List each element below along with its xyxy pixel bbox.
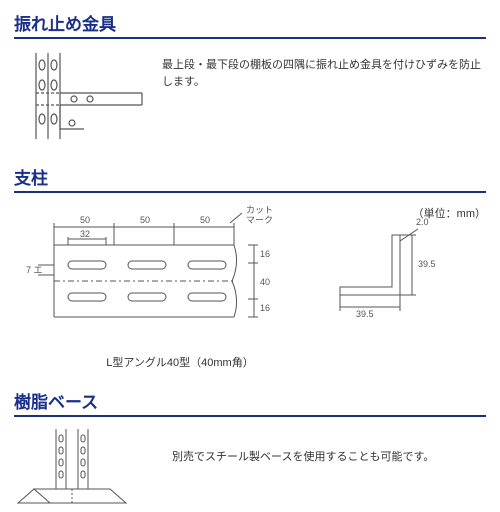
svg-text:カット: カット — [246, 205, 273, 215]
post-diagram-wrap: （単位：mm） — [14, 205, 486, 370]
section-post: 支柱 （単位：mm） — [14, 164, 486, 370]
svg-text:7 エ: 7 エ — [26, 265, 43, 275]
base-desc: 別売でスチール製ベースを使用することも可能です。 — [172, 429, 434, 466]
heading-base: 樹脂ベース — [14, 388, 486, 417]
heading-post: 支柱 — [14, 164, 486, 193]
svg-text:16: 16 — [260, 249, 270, 259]
svg-text:40: 40 — [260, 277, 270, 287]
svg-text:50: 50 — [140, 215, 150, 225]
section-resin-base: 樹脂ベース — [14, 388, 486, 512]
svg-text:39.5: 39.5 — [356, 309, 374, 319]
svg-text:32: 32 — [80, 229, 90, 239]
brace-diagram — [14, 51, 144, 146]
brace-desc: 最上段・最下段の棚板の四隅に振れ止め金具を付けひずみを防止します。 — [162, 51, 486, 91]
svg-text:39.5: 39.5 — [418, 259, 436, 269]
section1-row: 最上段・最下段の棚板の四隅に振れ止め金具を付けひずみを防止します。 — [14, 51, 486, 146]
svg-text:50: 50 — [200, 215, 210, 225]
unit-note: （単位：mm） — [413, 205, 486, 221]
post-diagram: 50 50 50 32 7 エ 16 40 16 カット マーク — [14, 205, 474, 345]
svg-text:16: 16 — [260, 303, 270, 313]
svg-text:マーク: マーク — [246, 215, 273, 225]
heading-brace: 振れ止め金具 — [14, 10, 486, 39]
post-caption: L型アングル40型（40mm角） — [0, 354, 486, 370]
section-brace-bracket: 振れ止め金具 — [14, 10, 486, 146]
svg-text:50: 50 — [80, 215, 90, 225]
